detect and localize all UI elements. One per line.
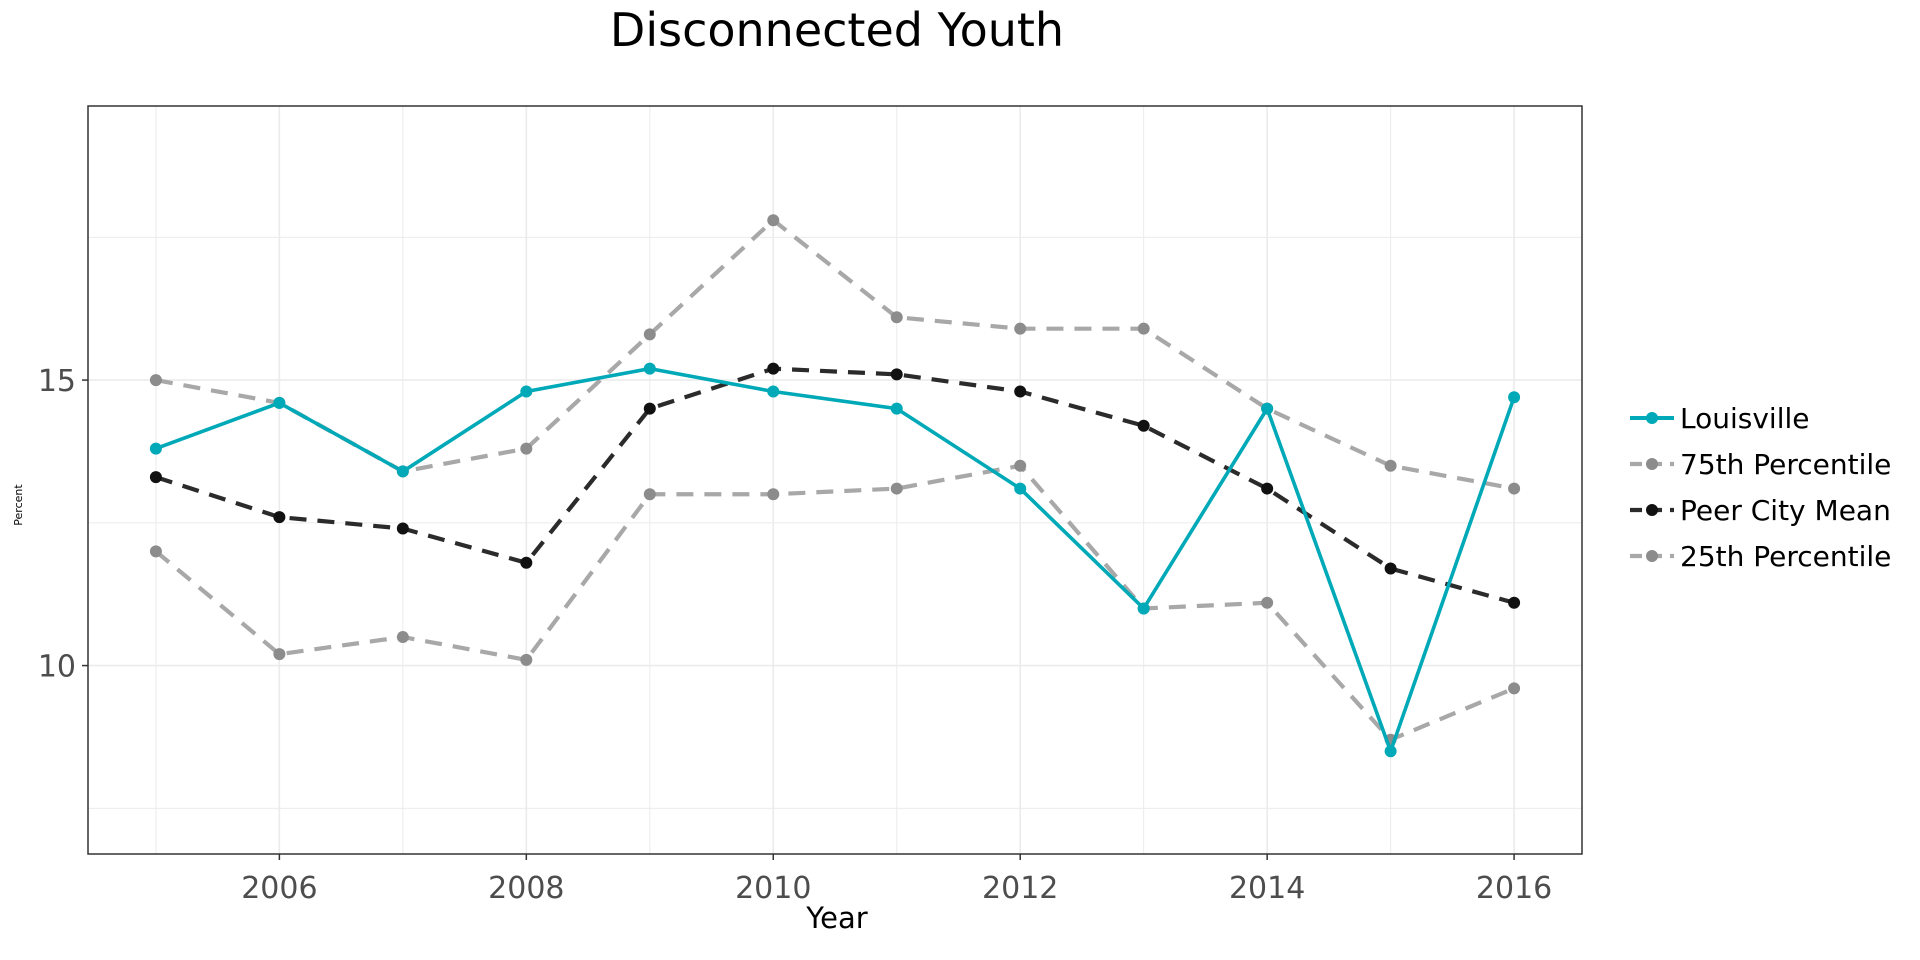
legend: Louisville 75th Percentile Peer City Mean 2… <box>1630 402 1891 573</box>
data-point <box>1014 385 1027 398</box>
legend-item: Peer City Mean <box>1630 494 1891 527</box>
axis-ticks: 2006 2008 2010 2012 2014 2016 10 15 <box>38 364 1552 906</box>
legend-item: Louisville <box>1630 402 1810 435</box>
data-point <box>396 465 409 478</box>
series-line <box>155 366 1516 754</box>
legend-key-point <box>1646 458 1658 470</box>
data-point <box>890 482 903 495</box>
data-point <box>767 488 780 501</box>
data-point <box>1384 562 1397 575</box>
data-point <box>1384 459 1397 472</box>
legend-label: 25th Percentile <box>1680 540 1891 573</box>
x-tick-label: 2006 <box>241 871 317 906</box>
x-tick-label: 2016 <box>1476 871 1552 906</box>
data-point <box>767 362 780 375</box>
series-25th-percentile <box>149 459 1521 746</box>
series-line <box>155 218 1515 491</box>
data-point <box>767 214 780 227</box>
data-point <box>890 311 903 324</box>
data-point <box>520 653 533 666</box>
data-point <box>1014 482 1027 495</box>
x-axis-title: Year <box>805 901 867 935</box>
x-tick-label: 2008 <box>488 871 564 906</box>
data-point <box>1508 682 1521 695</box>
y-tick-label: 15 <box>38 364 76 399</box>
x-tick-label: 2014 <box>1229 871 1305 906</box>
legend-label: Louisville <box>1680 402 1810 435</box>
data-point <box>1508 596 1521 609</box>
data-point <box>273 396 286 409</box>
legend-key-point <box>1646 412 1658 424</box>
data-point <box>1261 402 1274 415</box>
data-point <box>520 442 533 455</box>
data-point <box>1261 596 1274 609</box>
legend-key-point <box>1646 504 1658 516</box>
data-point <box>890 402 903 415</box>
data-point <box>643 362 656 375</box>
data-point <box>643 328 656 341</box>
grid <box>88 106 1582 854</box>
plot-panel-border <box>87 105 1583 855</box>
data-point <box>149 442 162 455</box>
x-tick-label: 2010 <box>735 871 811 906</box>
series-line <box>154 463 1515 742</box>
data-point <box>149 374 162 387</box>
legend-key-point <box>1646 550 1658 562</box>
data-point <box>1137 602 1150 615</box>
series-layer <box>149 214 1521 758</box>
legend-label: 75th Percentile <box>1680 448 1891 481</box>
data-point <box>767 385 780 398</box>
data-point <box>1261 482 1274 495</box>
data-point <box>520 385 533 398</box>
chart-title: Disconnected Youth <box>610 3 1064 57</box>
data-point <box>520 556 533 569</box>
data-point <box>396 631 409 644</box>
series-peer-city-mean <box>149 362 1521 609</box>
data-point <box>1014 459 1027 472</box>
data-point <box>1137 419 1150 432</box>
data-point <box>1384 745 1397 758</box>
data-point <box>396 522 409 535</box>
data-point <box>1014 322 1027 335</box>
legend-item: 75th Percentile <box>1630 448 1891 481</box>
legend-label: Peer City Mean <box>1680 494 1891 527</box>
series-line <box>155 366 1515 605</box>
data-point <box>149 471 162 484</box>
data-point <box>1508 391 1521 404</box>
y-tick-label: 10 <box>38 650 76 685</box>
data-point <box>273 648 286 661</box>
data-point <box>643 488 656 501</box>
data-point <box>273 511 286 524</box>
series-louisville <box>149 362 1521 758</box>
legend-item: 25th Percentile <box>1630 540 1891 573</box>
data-point <box>1508 482 1521 495</box>
x-tick-label: 2012 <box>982 871 1058 906</box>
data-point <box>149 545 162 558</box>
data-point <box>890 368 903 381</box>
y-axis-title: Percent <box>12 484 25 526</box>
data-point <box>643 402 656 415</box>
data-point <box>1137 322 1150 335</box>
